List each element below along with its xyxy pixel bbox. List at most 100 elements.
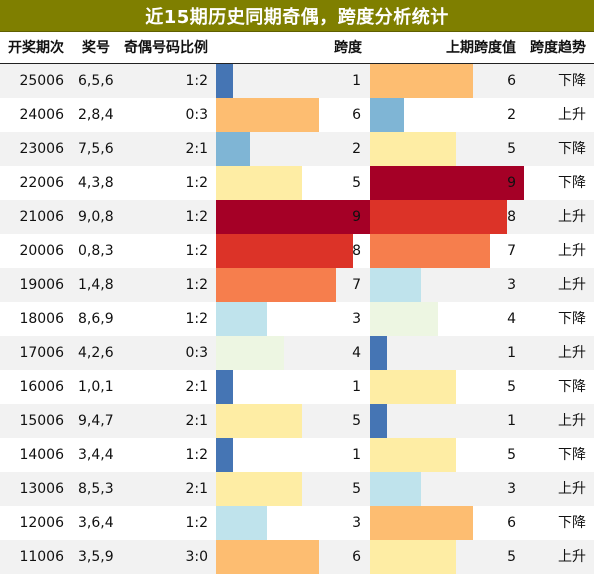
prev-span-value: 9 <box>507 175 516 191</box>
ratio-cell: 1:2 <box>185 447 208 463</box>
ratio-cell: 3:0 <box>185 549 208 565</box>
span-bar <box>216 506 267 540</box>
number-cell: 8,5,3 <box>78 481 114 497</box>
prev-span-bar-cell <box>370 336 524 370</box>
span-bar-cell <box>216 506 370 540</box>
prev-span-value: 5 <box>507 447 516 463</box>
prev-span-bar-cell <box>370 234 524 268</box>
span-bar-cell <box>216 370 370 404</box>
span-bar <box>216 200 370 234</box>
ratio-cell: 2:1 <box>185 379 208 395</box>
span-value: 2 <box>352 141 361 157</box>
ratio-cell: 1:2 <box>185 311 208 327</box>
span-bar-cell <box>216 540 370 574</box>
span-value: 7 <box>352 277 361 293</box>
span-value: 8 <box>352 243 361 259</box>
prev-span-bar-cell <box>370 302 524 336</box>
ratio-cell: 1:2 <box>185 209 208 225</box>
period-cell: 21006 <box>19 209 64 225</box>
span-value: 5 <box>352 413 361 429</box>
header-odd-even-ratio: 奇偶号码比例 <box>124 40 208 56</box>
prev-span-value: 4 <box>507 311 516 327</box>
trend-cell: 下降 <box>558 311 586 327</box>
trend-cell: 上升 <box>558 413 586 429</box>
prev-span-value: 3 <box>507 481 516 497</box>
trend-cell: 下降 <box>558 73 586 89</box>
span-value: 4 <box>352 345 361 361</box>
prev-span-bar <box>370 268 421 302</box>
ratio-cell: 2:1 <box>185 413 208 429</box>
prev-span-bar <box>370 370 456 404</box>
table-row: 18006 8,6,9 1:2 3 4 下降 <box>0 302 594 336</box>
span-value: 6 <box>352 549 361 565</box>
number-cell: 1,4,8 <box>78 277 114 293</box>
span-bar-cell <box>216 98 370 132</box>
trend-cell: 上升 <box>558 209 586 225</box>
table-header: 开奖期次 奖号 奇偶号码比例 跨度 上期跨度值 跨度趋势 <box>0 32 594 64</box>
prev-span-value: 1 <box>507 345 516 361</box>
period-cell: 13006 <box>19 481 64 497</box>
span-bar <box>216 268 336 302</box>
span-bar <box>216 370 233 404</box>
trend-cell: 上升 <box>558 277 586 293</box>
span-bar-cell <box>216 132 370 166</box>
table-row: 12006 3,6,4 1:2 3 6 下降 <box>0 506 594 540</box>
period-cell: 16006 <box>19 379 64 395</box>
span-bar <box>216 438 233 472</box>
number-cell: 9,4,7 <box>78 413 114 429</box>
prev-span-bar <box>370 472 421 506</box>
prev-span-bar <box>370 302 438 336</box>
span-bar-cell <box>216 166 370 200</box>
trend-cell: 下降 <box>558 175 586 191</box>
prev-span-bar-cell <box>370 268 524 302</box>
prev-span-bar <box>370 506 473 540</box>
span-bar-cell <box>216 336 370 370</box>
period-cell: 11006 <box>19 549 64 565</box>
span-bar <box>216 540 319 574</box>
table-row: 15006 9,4,7 2:1 5 1 上升 <box>0 404 594 438</box>
prev-span-bar-cell <box>370 472 524 506</box>
header-prev-span: 上期跨度值 <box>446 40 516 56</box>
period-cell: 19006 <box>19 277 64 293</box>
table-row: 22006 4,3,8 1:2 5 9 下降 <box>0 166 594 200</box>
span-value: 1 <box>352 379 361 395</box>
span-bar <box>216 302 267 336</box>
number-cell: 7,5,6 <box>78 141 114 157</box>
prev-span-value: 5 <box>507 141 516 157</box>
header-span: 跨度 <box>334 40 362 56</box>
span-bar <box>216 166 302 200</box>
span-bar-cell <box>216 472 370 506</box>
number-cell: 3,5,9 <box>78 549 114 565</box>
header-trend: 跨度趋势 <box>530 40 586 56</box>
number-cell: 2,8,4 <box>78 107 114 123</box>
table-row: 13006 8,5,3 2:1 5 3 上升 <box>0 472 594 506</box>
prev-span-bar-cell <box>370 98 524 132</box>
span-value: 6 <box>352 107 361 123</box>
period-cell: 20006 <box>19 243 64 259</box>
prev-span-value: 1 <box>507 413 516 429</box>
trend-cell: 下降 <box>558 447 586 463</box>
prev-span-value: 3 <box>507 277 516 293</box>
prev-span-value: 6 <box>507 515 516 531</box>
period-cell: 15006 <box>19 413 64 429</box>
prev-span-bar-cell <box>370 540 524 574</box>
prev-span-bar <box>370 438 456 472</box>
period-cell: 17006 <box>19 345 64 361</box>
number-cell: 8,6,9 <box>78 311 114 327</box>
trend-cell: 上升 <box>558 345 586 361</box>
prev-span-bar <box>370 132 456 166</box>
trend-cell: 上升 <box>558 549 586 565</box>
span-bar-cell <box>216 302 370 336</box>
span-bar-cell <box>216 438 370 472</box>
prev-span-value: 5 <box>507 549 516 565</box>
prev-span-bar-cell <box>370 132 524 166</box>
period-cell: 25006 <box>19 73 64 89</box>
span-value: 5 <box>352 481 361 497</box>
span-bar-cell <box>216 234 370 268</box>
table-row: 19006 1,4,8 1:2 7 3 上升 <box>0 268 594 302</box>
table-row: 14006 3,4,4 1:2 1 5 下降 <box>0 438 594 472</box>
number-cell: 3,4,4 <box>78 447 114 463</box>
prev-span-bar <box>370 336 387 370</box>
table-row: 21006 9,0,8 1:2 9 8 上升 <box>0 200 594 234</box>
trend-cell: 上升 <box>558 243 586 259</box>
